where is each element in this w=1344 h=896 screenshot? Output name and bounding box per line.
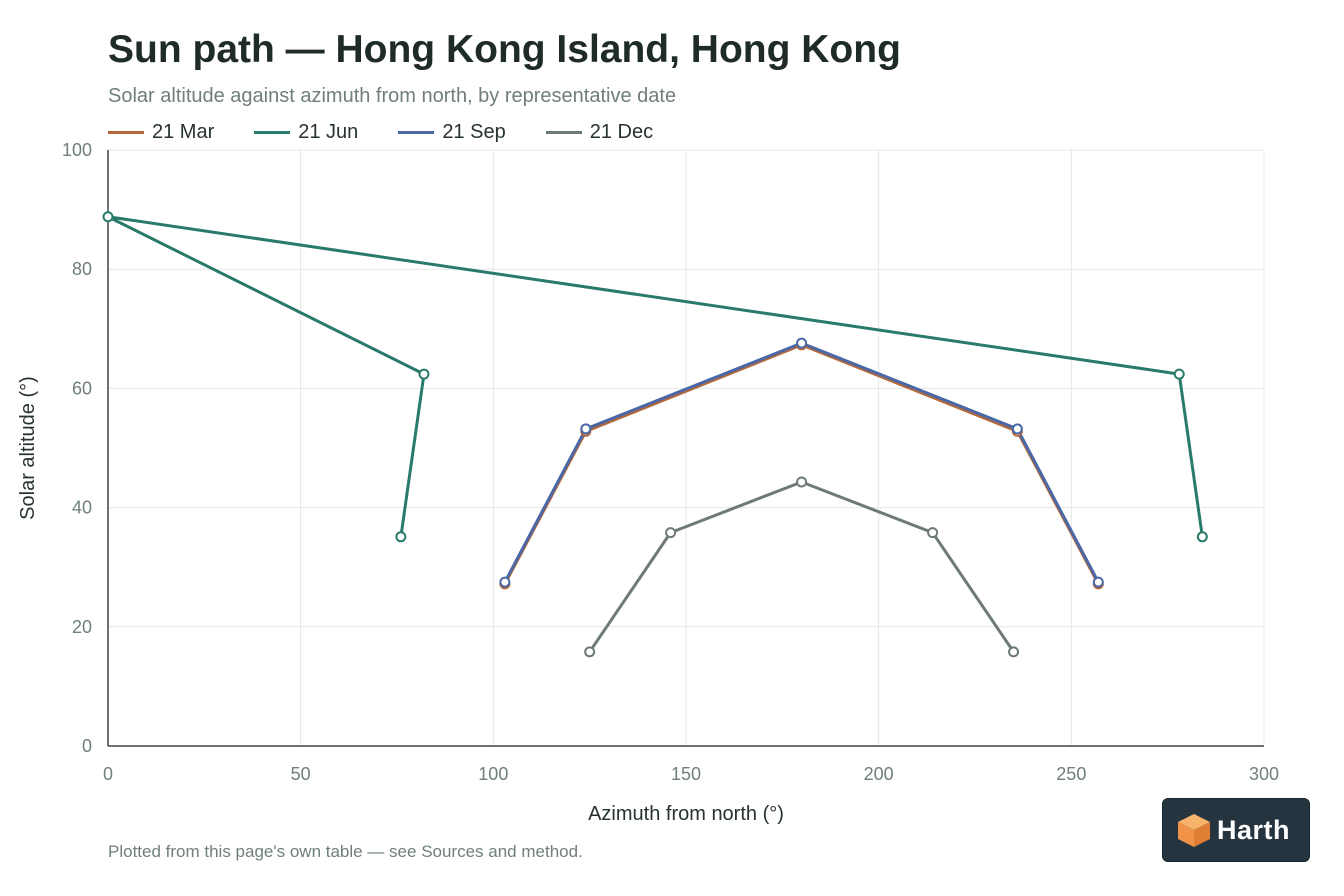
footnote: Plotted from this page's own table — see… bbox=[108, 842, 583, 861]
legend-label-jun: 21 Jun bbox=[298, 120, 359, 143]
legend-swatch-sep bbox=[398, 130, 435, 134]
series-line-1 bbox=[106, 215, 1204, 539]
series-point-1 bbox=[418, 368, 430, 380]
harth-logo[interactable]: Harth bbox=[1162, 798, 1310, 862]
legend-swatch-mar bbox=[108, 130, 144, 134]
chart-legend: 21 Mar 21 Jun 21 Sep 21 Dec bbox=[108, 120, 693, 144]
legend-item-dec[interactable]: 21 Dec bbox=[545, 120, 654, 144]
y-tick-label: 100 bbox=[62, 140, 92, 160]
series-point-1 bbox=[395, 531, 407, 543]
cube-logo-icon bbox=[1178, 814, 1210, 847]
x-tick-label: 200 bbox=[864, 764, 894, 784]
legend-label-mar: 21 Mar bbox=[152, 120, 215, 143]
series-point-1 bbox=[1196, 531, 1208, 543]
series-point-2 bbox=[796, 337, 808, 349]
series-point-3 bbox=[796, 476, 808, 488]
logo-text: Harth bbox=[1217, 814, 1291, 845]
series-point-2 bbox=[580, 423, 592, 435]
y-tick-label: 40 bbox=[72, 498, 92, 518]
series-point-2 bbox=[1092, 576, 1104, 588]
legend-swatch-dec bbox=[545, 130, 582, 134]
legend-label-dec: 21 Dec bbox=[589, 120, 654, 143]
series-point-3 bbox=[665, 527, 677, 539]
series-line-2 bbox=[503, 341, 1100, 584]
series-line-0 bbox=[503, 343, 1100, 586]
x-tick-label: 50 bbox=[291, 764, 311, 784]
chart-title: Sun path — Hong Kong Island, Hong Kong bbox=[108, 28, 901, 71]
legend-item-sep[interactable]: 21 Sep bbox=[398, 120, 506, 144]
series-point-3 bbox=[584, 646, 596, 658]
legend-item-mar[interactable]: 21 Mar bbox=[108, 121, 214, 144]
x-tick-label: 150 bbox=[671, 764, 701, 784]
x-tick-label: 300 bbox=[1249, 764, 1279, 784]
y-tick-label: 80 bbox=[72, 259, 92, 279]
legend-item-jun[interactable]: 21 Jun bbox=[254, 121, 358, 144]
x-tick-label: 100 bbox=[478, 764, 508, 784]
y-axis-title: Solar altitude (°) bbox=[17, 376, 39, 520]
series-point-1 bbox=[102, 211, 114, 223]
series-point-2 bbox=[499, 576, 511, 588]
series-point-2 bbox=[1011, 423, 1023, 435]
y-tick-label: 60 bbox=[72, 378, 92, 398]
legend-swatch-jun bbox=[254, 130, 291, 134]
series-point-3 bbox=[927, 527, 939, 539]
x-tick-label: 0 bbox=[103, 764, 113, 784]
series-point-1 bbox=[1173, 368, 1185, 380]
y-tick-label: 0 bbox=[82, 736, 92, 756]
y-tick-label: 20 bbox=[72, 617, 92, 637]
x-tick-label: 250 bbox=[1056, 764, 1086, 784]
x-axis-title: Azimuth from north (°) bbox=[588, 803, 784, 825]
legend-label-sep: 21 Sep bbox=[442, 120, 506, 143]
series-point-3 bbox=[1008, 646, 1020, 658]
chart-subtitle: Solar altitude against azimuth from nort… bbox=[108, 85, 677, 107]
